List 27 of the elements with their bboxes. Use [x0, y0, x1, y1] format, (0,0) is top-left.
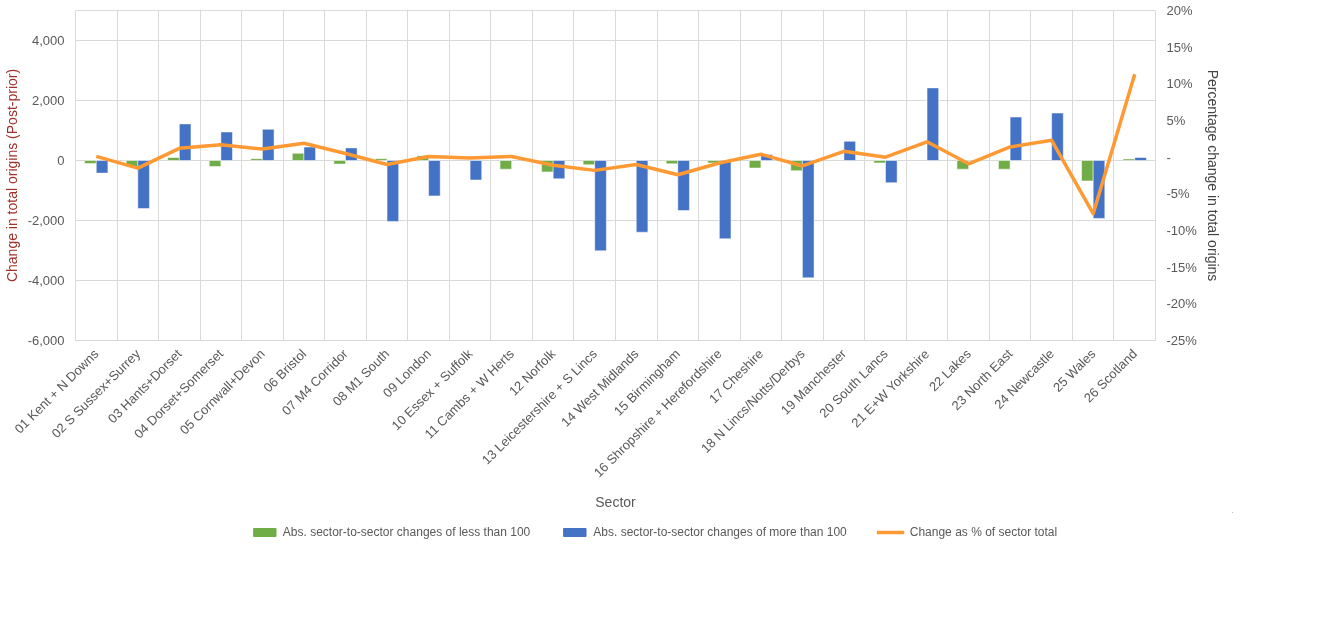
- bar: [926, 87, 939, 161]
- bar: [469, 160, 482, 181]
- y2-tick-label: 15%: [1166, 39, 1193, 55]
- legend-label: Change as % of sector total: [909, 525, 1058, 539]
- y2-tick-label: 20%: [1166, 3, 1193, 18]
- y2-tick-label: -15%: [1166, 259, 1198, 275]
- y2-tick-label: -20%: [1166, 296, 1198, 312]
- line-series: [94, 72, 1137, 216]
- y2-tick-label: -: [1166, 149, 1171, 165]
- y2-tick-label: -10%: [1166, 223, 1198, 238]
- x-axis-title: Sector: [595, 493, 637, 510]
- y-tick-label: 4,000: [31, 33, 65, 48]
- bar: [499, 160, 512, 170]
- y-tick-label: -6,000: [27, 333, 65, 348]
- y-tick-label: -2,000: [27, 213, 65, 228]
- y-axis-title: Change in total origins (Post-prior): [3, 68, 20, 283]
- y-tick-label: 2,000: [31, 93, 65, 108]
- y2-axis-title: Percentage change in total origins: [1204, 69, 1221, 282]
- bar: [636, 160, 649, 233]
- y-tick-label: 0: [57, 153, 65, 168]
- y2-tick-label: 5%: [1166, 113, 1186, 128]
- y2-tick-label: -5%: [1166, 186, 1191, 202]
- y2-tick-label: -25%: [1166, 333, 1198, 348]
- legend-label: Abs. sector-to-sector changes of more than 100: [593, 525, 847, 539]
- y2-tick-label: 10%: [1166, 76, 1193, 92]
- y-tick-label: -4,000: [27, 273, 65, 288]
- legend-label: Abs. sector-to-sector changes of less than 100: [282, 525, 531, 539]
